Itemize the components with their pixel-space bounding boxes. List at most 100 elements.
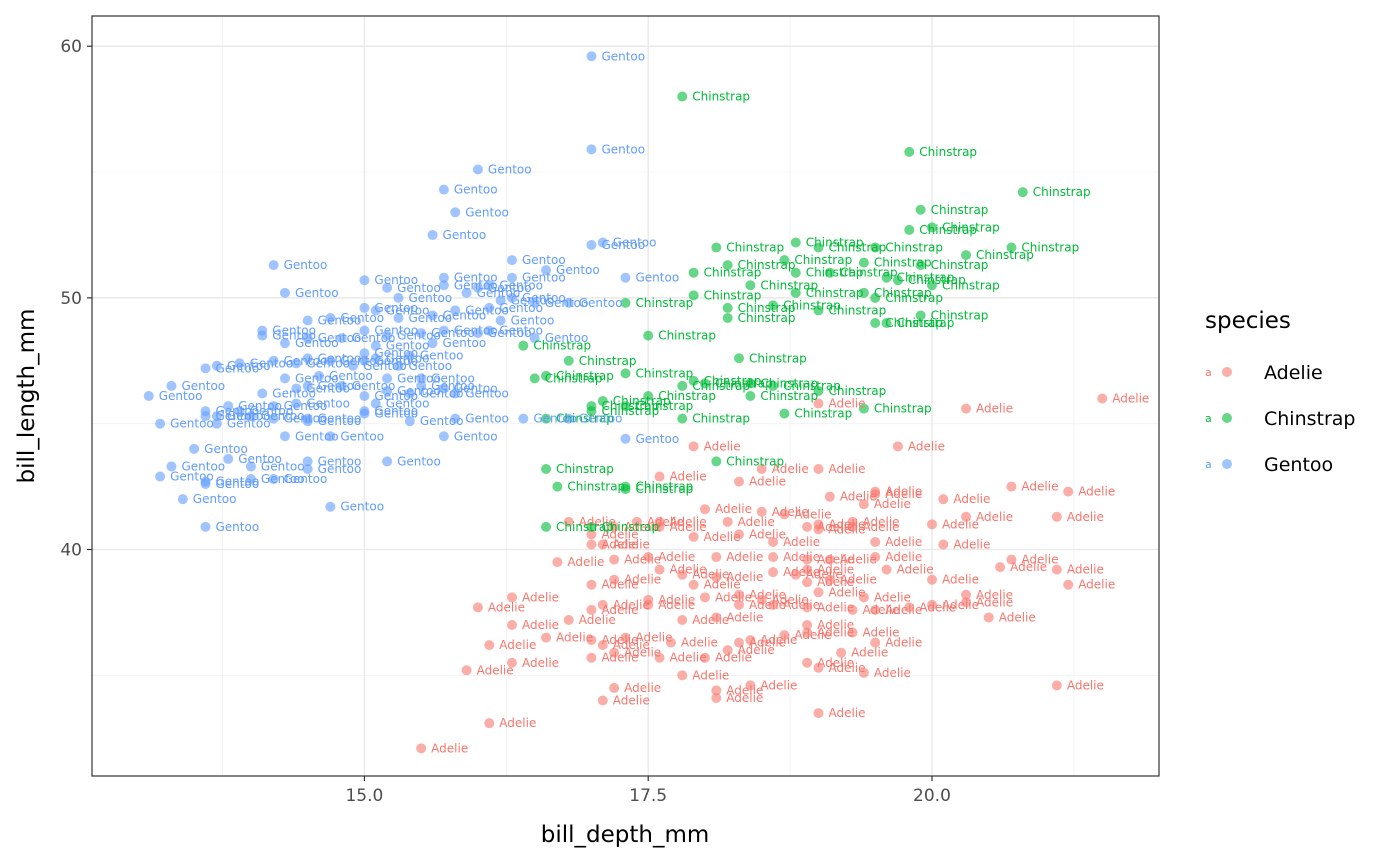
- point-label: Chinstrap: [545, 371, 603, 385]
- point-label: Gentoo: [420, 414, 464, 428]
- point-label: Gentoo: [613, 235, 657, 249]
- legend-key-point: [1222, 413, 1232, 423]
- legend-label: Chinstrap: [1264, 408, 1356, 430]
- data-point: [870, 537, 880, 547]
- point-label: Gentoo: [216, 520, 260, 534]
- legend-item-gentoo: a Gentoo: [1205, 454, 1333, 476]
- data-point: [439, 431, 449, 441]
- point-label: Adelie: [840, 490, 877, 504]
- point-label: Chinstrap: [806, 286, 864, 300]
- x-tick-label: 15.0: [345, 786, 383, 806]
- point-label: Adelie: [692, 613, 729, 627]
- point-label: Chinstrap: [658, 389, 716, 403]
- data-point: [700, 592, 710, 602]
- data-point: [462, 665, 472, 675]
- data-point: [938, 539, 948, 549]
- point-label: Gentoo: [397, 384, 441, 398]
- data-point: [473, 602, 483, 612]
- legend-key-text: a: [1205, 412, 1212, 425]
- point-label: Adelie: [942, 598, 979, 612]
- point-label: Adelie: [522, 618, 559, 632]
- point-label: Chinstrap: [1021, 241, 1079, 255]
- data-point: [927, 519, 937, 529]
- point-label: Adelie: [624, 681, 661, 695]
- point-label: Gentoo: [193, 492, 237, 506]
- data-point: [711, 243, 721, 253]
- data-point: [711, 456, 721, 466]
- point-label: Chinstrap: [738, 311, 796, 325]
- data-point: [325, 502, 335, 512]
- point-label: Gentoo: [284, 258, 328, 272]
- data-point: [530, 373, 540, 383]
- legend-key-text: a: [1205, 458, 1212, 471]
- data-point: [473, 165, 483, 175]
- data-point: [518, 414, 528, 424]
- point-label: Adelie: [851, 646, 888, 660]
- data-point: [257, 331, 267, 341]
- data-point: [825, 492, 835, 502]
- x-tick-label: 17.5: [629, 786, 667, 806]
- point-label: Gentoo: [488, 163, 532, 177]
- point-label: Adelie: [760, 633, 797, 647]
- data-point: [723, 313, 733, 323]
- data-point: [995, 562, 1005, 572]
- data-point: [643, 331, 653, 341]
- data-point: [1052, 680, 1062, 690]
- data-point: [382, 456, 392, 466]
- point-label: Chinstrap: [704, 266, 762, 280]
- x-tick-label: 20.0: [913, 786, 951, 806]
- point-label: Adelie: [942, 573, 979, 587]
- point-label: Chinstrap: [828, 303, 886, 317]
- point-label: Gentoo: [374, 301, 418, 315]
- point-label: Gentoo: [636, 271, 680, 285]
- point-label: Adelie: [794, 507, 831, 521]
- point-label: Chinstrap: [658, 329, 716, 343]
- point-label: Adelie: [726, 570, 763, 584]
- point-label: Adelie: [601, 578, 638, 592]
- data-point: [586, 240, 596, 250]
- point-label: Adelie: [488, 600, 525, 614]
- data-point: [507, 620, 517, 630]
- data-point: [723, 303, 733, 313]
- data-point: [564, 356, 574, 366]
- data-point: [677, 615, 687, 625]
- point-label: Adelie: [624, 553, 661, 567]
- y-axis-title: bill_length_mm: [14, 309, 40, 484]
- point-label: Gentoo: [454, 183, 498, 197]
- point-label: Adelie: [976, 588, 1013, 602]
- legend-item-adelie: a Adelie: [1205, 362, 1323, 384]
- point-label: Adelie: [658, 550, 695, 564]
- legend-label: Adelie: [1264, 362, 1323, 384]
- data-point: [870, 318, 880, 328]
- data-point: [802, 522, 812, 532]
- point-label: Chinstrap: [636, 296, 694, 310]
- data-point: [938, 494, 948, 504]
- point-label: Gentoo: [216, 477, 260, 491]
- data-point: [689, 441, 699, 451]
- point-label: Chinstrap: [919, 145, 977, 159]
- data-point: [677, 92, 687, 102]
- data-point: [201, 522, 211, 532]
- data-point: [280, 288, 290, 298]
- point-label: Gentoo: [397, 454, 441, 468]
- y-tick-label: 40: [60, 541, 82, 561]
- data-point: [802, 658, 812, 668]
- data-point: [882, 565, 892, 575]
- point-label: Gentoo: [340, 429, 384, 443]
- point-label: Gentoo: [340, 500, 384, 514]
- x-axis-title: bill_depth_mm: [541, 822, 710, 848]
- point-label: Gentoo: [306, 397, 350, 411]
- data-point: [359, 275, 369, 285]
- point-label: Gentoo: [511, 314, 555, 328]
- point-label: Chinstrap: [931, 203, 989, 217]
- point-label: Adelie: [999, 610, 1036, 624]
- legend-label: Gentoo: [1264, 454, 1333, 476]
- point-label: Adelie: [692, 668, 729, 682]
- data-point: [450, 207, 460, 217]
- point-label: Chinstrap: [556, 462, 614, 476]
- data-point: [609, 555, 619, 565]
- data-point: [598, 696, 608, 706]
- point-label: Adelie: [715, 590, 752, 604]
- legend-key-point: [1222, 367, 1232, 377]
- x-axis-ticks: 15.0 17.5 20.0: [345, 776, 950, 806]
